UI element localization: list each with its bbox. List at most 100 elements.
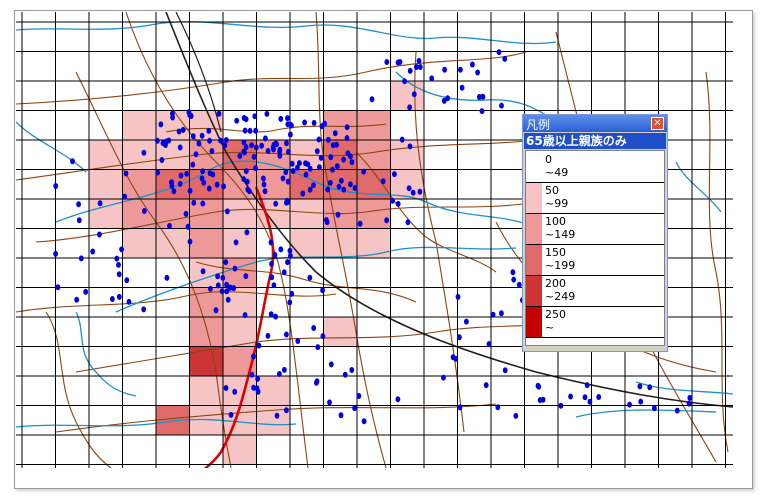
legend-item: 200 ~249 [526,276,664,307]
facility-point [339,177,344,184]
facility-point [283,169,289,176]
facility-point [187,238,193,245]
legend-class-list: 0 ~49 50 ~99 100 ~149 150 ~199 200 ~249 250 ~ [525,150,665,346]
road-line [16,139,537,181]
shaded-cell [357,228,391,258]
facility-point [334,163,340,170]
facility-point [457,404,463,411]
legend-range-start: 150 [545,246,566,259]
facility-point [242,127,248,134]
facility-point [392,171,397,178]
legend-range-end: ~149 [545,228,576,241]
facility-point [558,402,564,409]
river-line [635,381,733,395]
facility-point [215,282,221,289]
facility-point [345,150,351,157]
facility-point [277,146,283,153]
road-line [55,403,497,433]
road-line [16,291,337,313]
facility-points [53,49,693,425]
map-canvas[interactable] [16,12,733,468]
facility-point [311,182,316,189]
facility-point [369,96,375,103]
facility-point [53,250,58,257]
facility-point [207,170,213,177]
facility-point [207,137,213,144]
facility-point [110,296,115,302]
facility-point [177,144,183,151]
facility-point [244,229,250,236]
legend-title-bar[interactable]: 凡例 ✕ [523,115,667,132]
facility-point [116,261,121,268]
legend-item: 100 ~149 [526,214,664,245]
legend-swatch [526,245,542,275]
facility-point [288,252,293,259]
facility-point [176,128,182,135]
close-icon[interactable]: ✕ [651,117,664,130]
facility-point [122,193,127,200]
facility-point [327,179,333,186]
river-network [16,21,733,428]
legend-label: 150 ~199 [545,246,575,272]
facility-point [311,119,317,126]
facility-point [247,188,252,195]
facility-point [320,287,325,294]
facility-point [167,222,172,229]
railway-line-secondary [175,12,222,133]
facility-point [215,273,221,280]
river-line [16,21,557,45]
facility-point [234,117,240,124]
shaded-cell [223,317,257,347]
facility-point [253,165,258,172]
facility-point [243,273,249,280]
facility-point [232,265,238,272]
facility-point [284,407,289,414]
facility-point [637,383,643,390]
facility-point [223,137,229,143]
facility-point [254,385,260,392]
facility-point [206,185,212,192]
legend-range-end: ~99 [545,197,569,210]
legend-window[interactable]: 凡例 ✕ 65歳以上親族のみ 0 ~49 50 ~99 100 ~149 150 ~199 20… [522,114,668,352]
facility-point [209,148,215,155]
road-line [705,71,729,453]
shaded-cell [256,376,290,406]
facility-point [399,136,405,143]
shaded-cell [390,81,424,111]
facility-point [338,412,344,419]
facility-point [402,78,407,85]
facility-point [269,274,275,281]
facility-point [470,61,475,68]
facility-point [164,274,170,281]
facility-point [177,180,183,187]
shaded-cell [189,228,223,258]
facility-point [277,152,283,159]
facility-point [324,217,329,223]
facility-point [332,130,338,137]
facility-point [459,84,465,91]
facility-point [502,367,508,374]
facility-point [190,133,196,140]
river-line [55,160,537,228]
facility-point [314,148,320,155]
legend-label: 50 ~99 [545,184,568,210]
shaded-cell [189,258,223,288]
facility-point [300,190,306,197]
facility-point [344,135,350,141]
choropleth-map[interactable] [16,12,733,468]
facility-point [356,393,362,399]
facility-point [241,176,247,183]
facility-point [243,144,249,151]
facility-point [390,197,395,204]
legend-item: 250 ~ [526,307,664,338]
facility-point [499,310,504,317]
facility-point [537,397,543,404]
facility-point [457,334,462,341]
river-line [395,71,557,123]
facility-point [171,188,177,195]
facility-point [411,91,417,98]
road-line [195,261,417,303]
legend-swatch [526,183,542,213]
facility-point [582,394,588,401]
facility-point [219,288,225,295]
